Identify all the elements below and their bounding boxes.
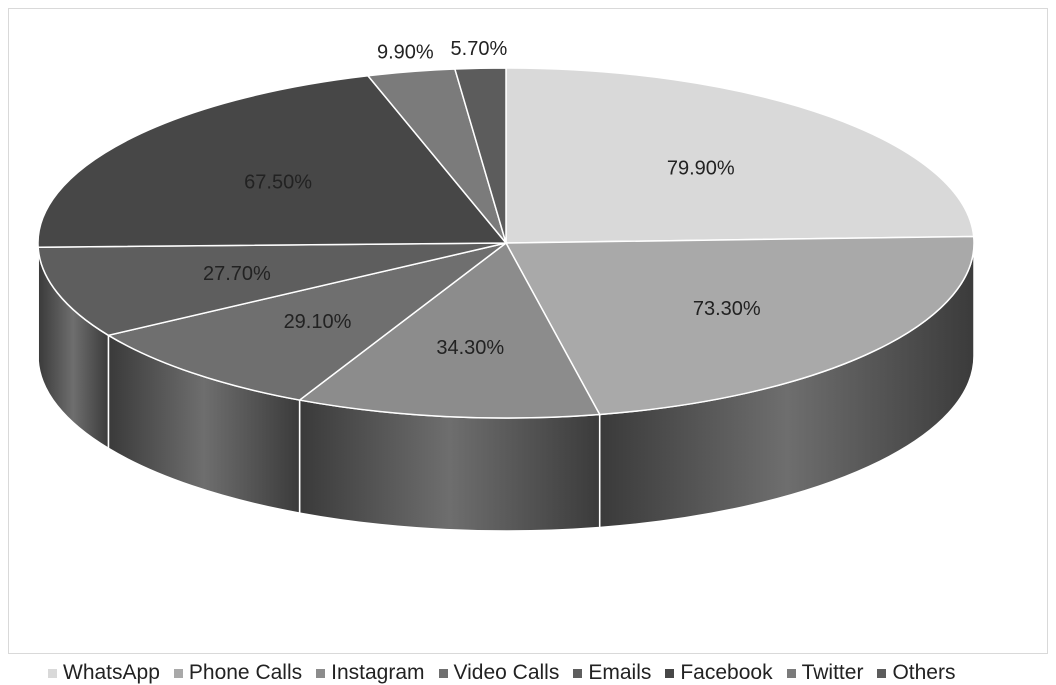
legend-swatch	[786, 668, 796, 678]
pie-slice-others	[453, 67, 507, 244]
legend-label: Others	[892, 661, 956, 684]
legend-label: Instagram	[331, 661, 425, 684]
legend-label: Phone Calls	[188, 661, 303, 684]
legend-item-phone-calls: Phone Calls	[173, 661, 303, 685]
legend-swatch	[316, 668, 326, 678]
data-label-others: 5.70%	[451, 38, 508, 60]
pie-slice-facebook	[37, 74, 508, 248]
data-label-whatsapp: 79.90%	[667, 157, 735, 179]
pie-slice-video-calls	[106, 242, 507, 401]
data-label-video-calls: 29.10%	[284, 311, 352, 333]
pie-slice-whatsapp	[505, 67, 975, 244]
legend-label: Video Calls	[453, 661, 560, 684]
legend-swatch	[573, 668, 583, 678]
legend-label: WhatsApp	[63, 661, 160, 684]
data-label-twitter: 9.90%	[377, 41, 434, 63]
legend-item-facebook: Facebook	[665, 661, 773, 685]
pie-slice-emails	[37, 242, 507, 337]
pie-side-instagram	[298, 399, 601, 532]
legend-item-video-calls: Video Calls	[438, 661, 560, 685]
data-label-facebook: 67.50%	[244, 172, 312, 194]
legend-swatch	[48, 668, 57, 678]
legend-label: Emails	[588, 661, 652, 684]
legend-item-instagram: Instagram	[316, 661, 425, 685]
legend-item-emails: Emails	[573, 661, 651, 685]
pie-slice-phone-calls	[504, 235, 975, 416]
legend-swatch	[665, 668, 675, 678]
legend-swatch	[877, 668, 887, 678]
legend-swatch	[173, 668, 183, 678]
data-label-emails: 27.70%	[203, 263, 271, 285]
legend-item-others: Others	[877, 661, 955, 685]
legend-item-whatsapp: WhatsApp	[48, 661, 160, 685]
legend-swatch	[438, 668, 448, 678]
legend-label: Twitter	[801, 661, 864, 684]
data-label-instagram: 34.30%	[436, 337, 504, 359]
legend-label: Facebook	[680, 661, 773, 684]
pie-slice-instagram	[297, 241, 601, 419]
legend: WhatsApp Phone Calls Instagram Video Calls E…	[48, 661, 955, 685]
legend-item-twitter: Twitter	[786, 661, 864, 685]
data-label-phone-calls: 73.30%	[693, 298, 761, 320]
